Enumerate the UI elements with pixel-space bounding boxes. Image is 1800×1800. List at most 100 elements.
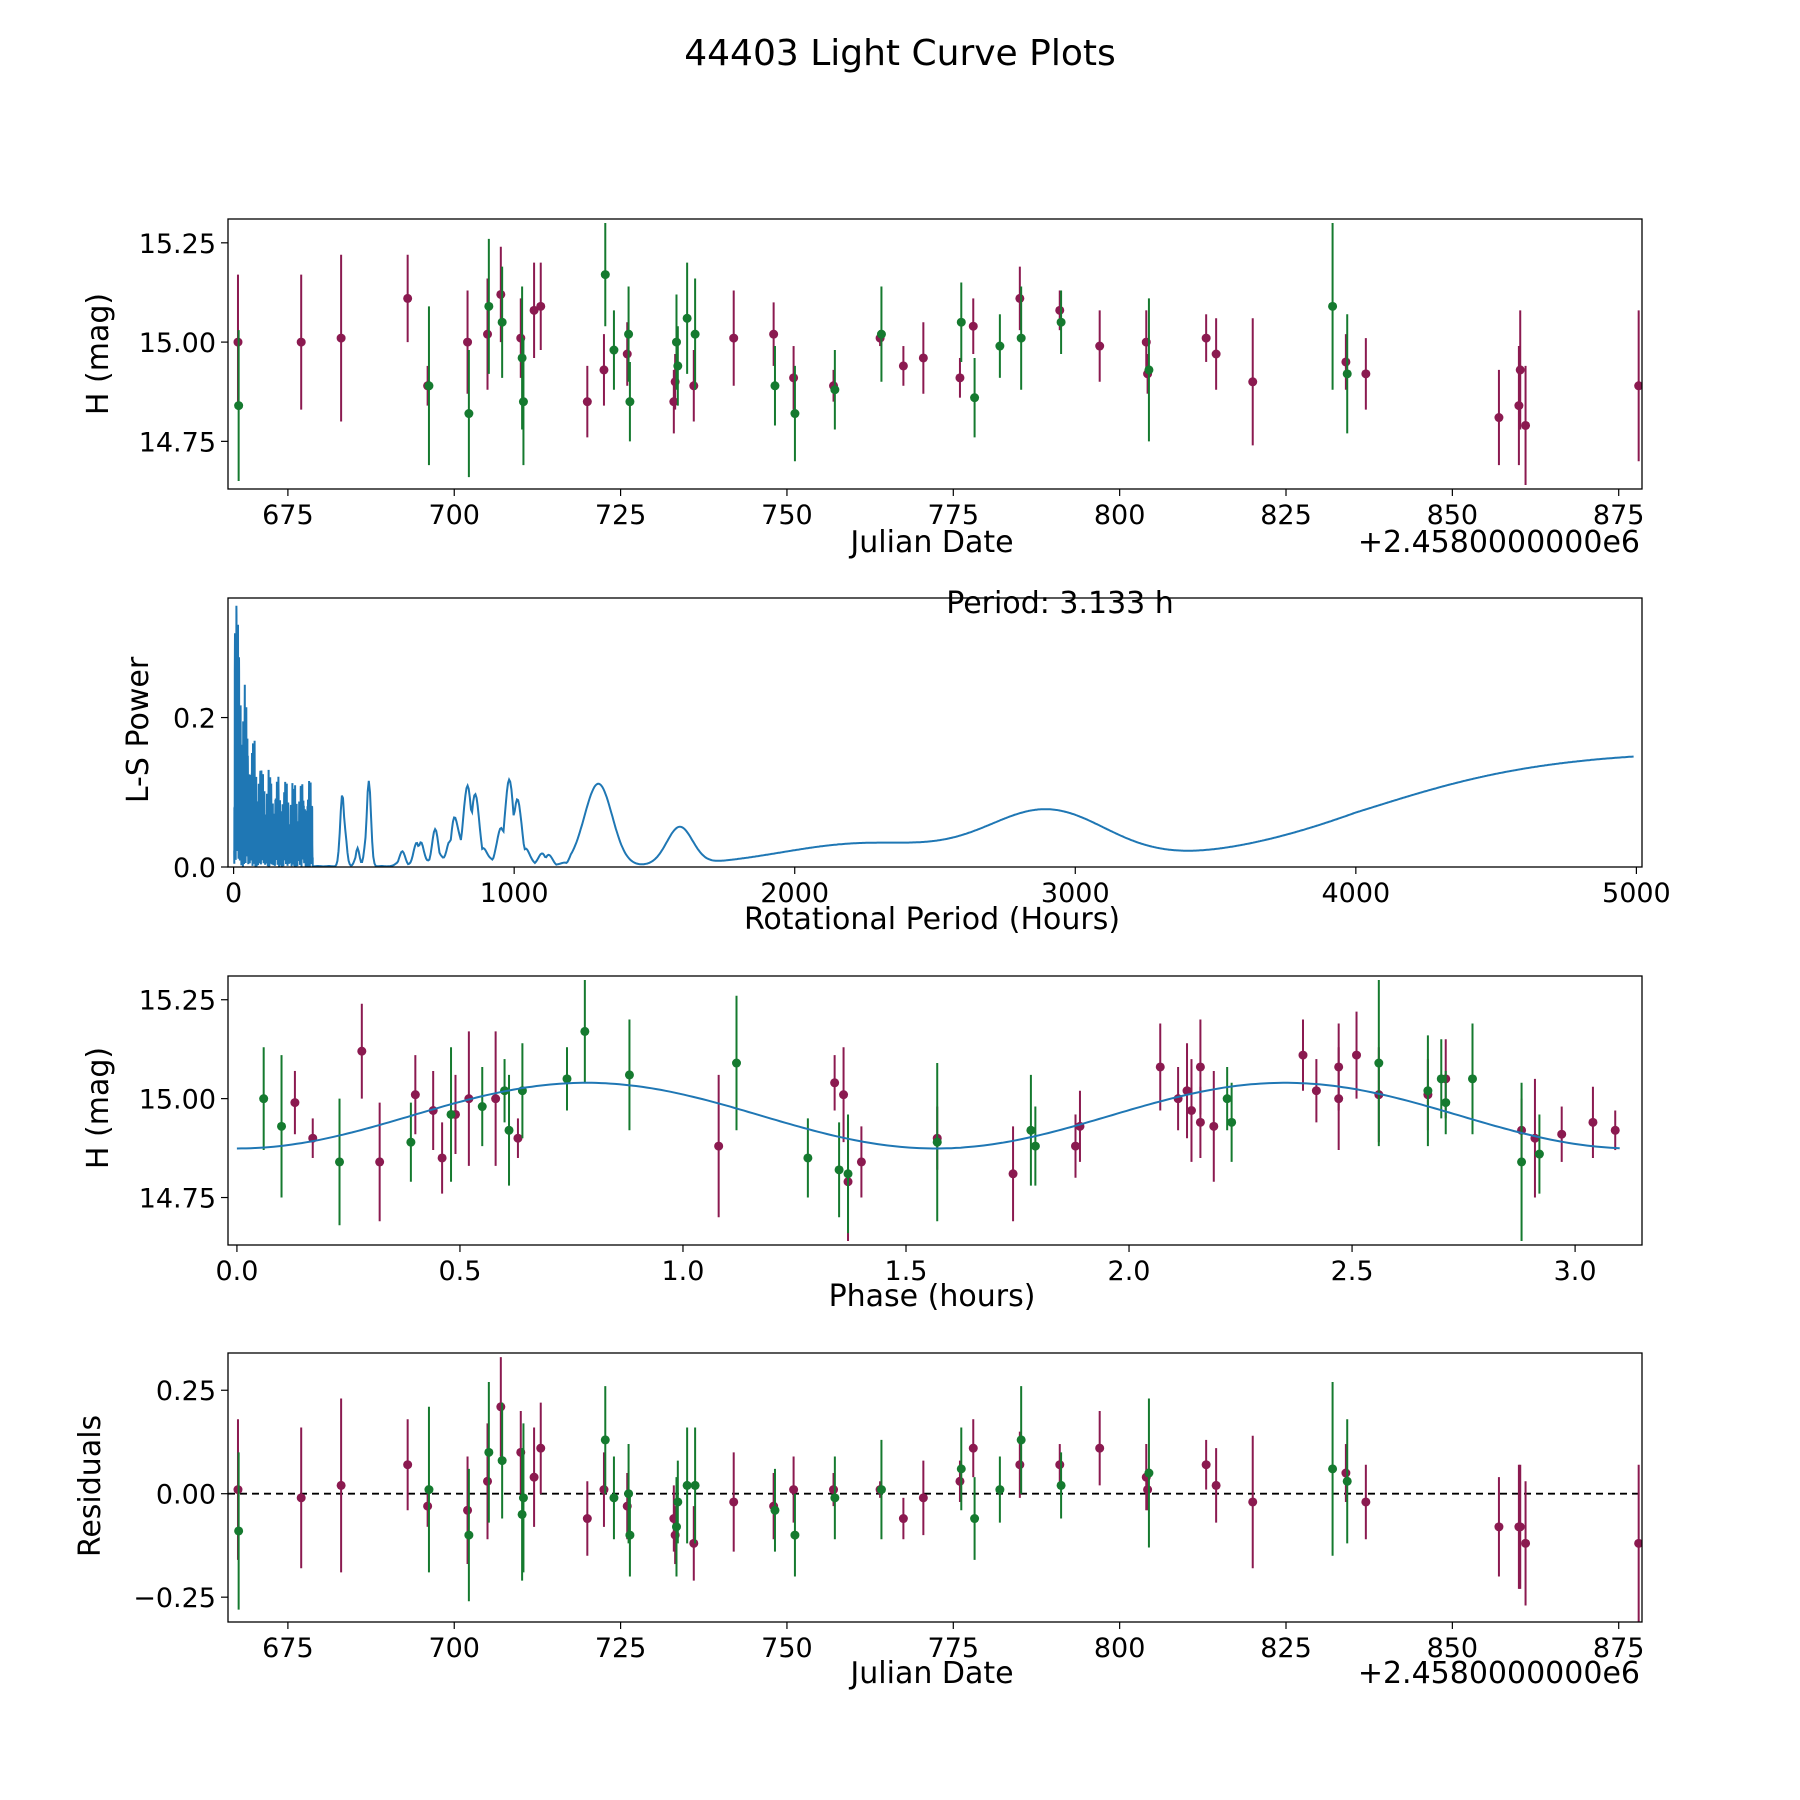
residuals-filter_a-point: [463, 1505, 473, 1515]
lightcurve-x-tick-label: 750: [761, 500, 813, 531]
lightcurve-filter_b-point: [1016, 333, 1026, 343]
phased-filter_b-point: [580, 1026, 590, 1036]
lightcurve-filter_b-point: [497, 317, 507, 327]
lightcurve-filter_a-point: [1201, 333, 1211, 343]
lightcurve-filter_a-point: [483, 329, 493, 339]
phased-x-tick-label: 1.5: [885, 1256, 928, 1287]
residuals-filter_b-point: [1056, 1480, 1066, 1490]
residuals-y-tick-label: 0.00: [156, 1480, 216, 1511]
lightcurve-filter_a-point: [1211, 349, 1221, 359]
phased-panel: Phase (hours) H (mag) 0.0 0.5 1.0 1.5 2.0 2.5…: [81, 975, 1643, 1314]
lightcurve-filter_a-point: [1015, 293, 1025, 303]
lightcurve-filter_b-point: [625, 397, 635, 407]
periodogram-x-tick-label: 2000: [760, 878, 829, 909]
phased-filter_b-point: [624, 1070, 634, 1080]
lightcurve-filter_b-point: [673, 361, 683, 371]
phased-filter_b-point: [1222, 1094, 1232, 1104]
phased-y-tick-label: 15.00: [139, 1085, 216, 1116]
periodogram-y-tick-label: 0.0: [173, 853, 216, 884]
lightcurve-filter_b-point: [690, 329, 700, 339]
residuals-filter_a-point: [296, 1493, 306, 1503]
residuals-y-tick-label: −0.25: [133, 1583, 216, 1614]
periodogram-data-layer: [233, 605, 1634, 867]
residuals-panel: Julian Date Residuals +2.4580000000e6 67…: [73, 1352, 1644, 1691]
residuals-x-axis-label: Julian Date: [848, 1656, 1013, 1691]
phased-filter_a-point: [839, 1090, 849, 1100]
phased-filter_b-point: [1423, 1086, 1433, 1096]
periodogram-panel: Period: 3.133 h Rotational Period (Hours…: [121, 586, 1671, 937]
phased-filter_b-point: [732, 1058, 742, 1068]
residuals-filter_b-point: [1144, 1468, 1154, 1478]
lightcurve-filter_b-point: [424, 381, 434, 391]
phased-filter_b-point: [477, 1102, 487, 1112]
phased-x-tick-label: 0.0: [215, 1256, 258, 1287]
lightcurve-filter_b-point: [609, 345, 619, 355]
phased-filter_b-point: [1441, 1098, 1451, 1108]
phased-filter_a-point: [856, 1157, 866, 1167]
lightcurve-filter_b-point: [234, 401, 244, 411]
lightcurve-filter_b-point: [876, 329, 886, 339]
periodogram-x-tick-label: 0: [225, 878, 242, 909]
phased-filter_a-point: [1209, 1121, 1219, 1131]
residuals-frame: [227, 1352, 1643, 1623]
phased-filter_b-point: [1436, 1074, 1446, 1084]
phased-filter_a-point: [410, 1090, 420, 1100]
phased-filter_a-point: [714, 1141, 724, 1151]
phased-filter_a-point: [1155, 1062, 1165, 1072]
residuals-filter_b-point: [673, 1497, 683, 1507]
periodogram-x-tick-label: 5000: [1602, 878, 1671, 909]
residuals-filter_b-point: [970, 1514, 980, 1524]
residuals-filter_b-point: [625, 1530, 635, 1540]
lightcurve-filter_b-point: [1342, 369, 1352, 379]
phased-filter_a-point: [1186, 1106, 1196, 1115]
residuals-filter_b-point: [1342, 1476, 1352, 1486]
residuals-filter_b-point: [995, 1485, 1005, 1495]
residuals-filter_a-point: [336, 1480, 346, 1490]
phased-filter_a-point: [1610, 1125, 1620, 1135]
phased-filter_b-point: [406, 1137, 416, 1147]
residuals-filter_a-point: [955, 1476, 965, 1486]
lightcurve-filter_a-point: [403, 293, 413, 303]
lightcurve-data-layer: [233, 222, 1642, 486]
residuals-filter_a-point: [689, 1538, 699, 1548]
residuals-filter_b-point: [497, 1456, 507, 1466]
lightcurve-filter_a-point: [1634, 381, 1642, 391]
lightcurve-filter_a-point: [1494, 413, 1504, 423]
residuals-x-tick-label: 825: [1260, 1633, 1312, 1664]
phased-y-tick-label: 15.25: [139, 986, 216, 1017]
lightcurve-x-tick-label: 675: [262, 500, 314, 531]
lightcurve-filter_a-point: [599, 365, 609, 375]
lightcurve-filter_a-point: [1055, 305, 1065, 315]
lightcurve-filter_b-point: [518, 397, 528, 407]
residuals-filter_b-point: [770, 1505, 780, 1515]
lightcurve-filter_b-point: [517, 353, 527, 363]
phased-filter_b-point: [1467, 1074, 1477, 1084]
residuals-filter_b-point: [1328, 1464, 1338, 1474]
lightcurve-filter_a-point: [1095, 341, 1105, 351]
lightcurve-filter_b-point: [790, 409, 800, 419]
phased-filter_a-point: [290, 1098, 300, 1108]
phased-filter_b-point: [562, 1074, 572, 1084]
lightcurve-filter_a-point: [918, 353, 928, 363]
residuals-filter_b-point: [624, 1489, 634, 1499]
residuals-filter_a-point: [968, 1443, 978, 1453]
lightcurve-filter_a-point: [689, 381, 699, 391]
lightcurve-x-tick-label: 775: [928, 500, 980, 531]
phased-filter_b-point: [277, 1121, 287, 1131]
residuals-filter_a-point: [599, 1485, 609, 1495]
lightcurve-x-tick-label: 800: [1094, 500, 1146, 531]
residuals-x-tick-label: 700: [428, 1633, 480, 1664]
residuals-filter_b-point: [671, 1522, 681, 1532]
periodogram-x-tick-label: 3000: [1041, 878, 1110, 909]
lightcurve-filter_a-point: [1515, 365, 1525, 375]
residuals-filter_b-point: [830, 1493, 840, 1503]
residuals-filter_b-point: [609, 1493, 619, 1503]
phased-filter_b-point: [1374, 1058, 1384, 1068]
phased-filter_a-point: [1352, 1050, 1362, 1060]
periodogram-y-axis-label: L-S Power: [121, 656, 156, 803]
phased-filter_b-point: [803, 1153, 813, 1163]
lightcurve-frame: [227, 218, 1643, 490]
lightcurve-x-tick-label: 850: [1427, 500, 1479, 531]
residuals-y-tick-label: 0.25: [156, 1376, 216, 1407]
phased-filter_a-point: [1182, 1086, 1192, 1096]
